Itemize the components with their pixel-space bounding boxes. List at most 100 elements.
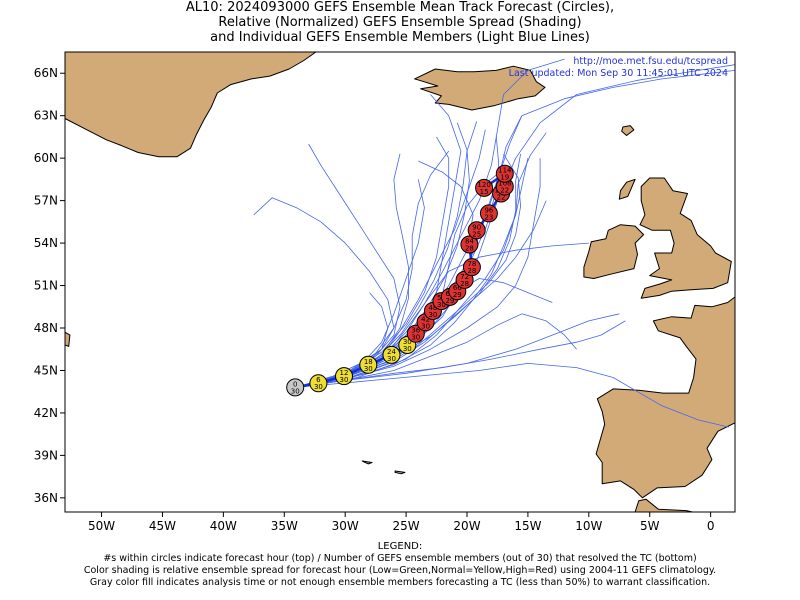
title-line-3: and Individual GEFS Ensemble Members (Li…: [210, 30, 590, 45]
forecast-circle: [475, 178, 494, 197]
forecast-circle: [335, 367, 353, 386]
axis-layer: 50W 45W 40W 35W 30W 25W 20W 15W 10W 5W 0 36N 39N 42N 4…: [34, 66, 715, 533]
forecast-hour-label: 108: [498, 180, 511, 188]
x-tick-label: 45W: [149, 519, 176, 533]
member-count-label: 29: [445, 297, 454, 305]
mean-track-point: 030: [286, 378, 305, 397]
y-tick-label: 51N: [34, 279, 58, 293]
forecast-hour-label: 48: [428, 304, 437, 312]
member-track-10: [295, 313, 620, 388]
legend-line-1: #s within circles indicate forecast hour…: [103, 553, 697, 564]
y-tick-label: 45N: [34, 363, 58, 377]
member-count-label: 30: [291, 387, 300, 395]
member-track-14: [295, 158, 541, 388]
forecast-hour-label: 120: [477, 181, 490, 189]
forecast-hour-label: 78: [467, 260, 476, 268]
forecast-circle: [286, 378, 305, 397]
forecast-hour-label: 0: [293, 380, 297, 388]
member-count-label: 29: [453, 291, 462, 299]
member-track-13: [295, 242, 589, 388]
land-greenland: [65, 52, 317, 158]
forecast-hour-label: 66: [453, 284, 462, 292]
mean-track-point: 630: [309, 374, 328, 393]
member-count-label: 28: [460, 280, 469, 288]
forecast-circle: [406, 324, 425, 343]
y-tick-label: 39N: [34, 448, 58, 462]
land-iberia_france: [595, 296, 735, 499]
forecast-hour-label: 6: [316, 376, 321, 384]
forecast-circle: [359, 355, 378, 374]
member-count-label: 15: [480, 188, 489, 196]
forecast-circle: [467, 221, 486, 240]
y-tick-label: 60N: [34, 151, 58, 165]
forecast-circle: [382, 345, 401, 364]
x-tick-label: 30W: [332, 519, 359, 533]
member-count-label: 30: [421, 322, 430, 330]
member-count-label: 28: [465, 245, 474, 253]
title-line-2: Relative (Normalized) GEFS Ensemble Spre…: [218, 15, 582, 30]
legend-line-3: Gray color fill indicates analysis time …: [89, 577, 711, 588]
y-tick-label: 63N: [34, 109, 58, 123]
forecast-hour-label: 24: [387, 348, 396, 356]
member-count-label: 23: [484, 213, 493, 221]
land-great_britain: [639, 177, 732, 299]
member-count-label: 30: [403, 345, 412, 353]
y-tick-label: 42N: [34, 406, 58, 420]
forecast-circle: [479, 204, 498, 223]
forecast-hour-label: 96: [484, 206, 493, 214]
member-count-label: 30: [411, 334, 420, 342]
x-tick-label: 35W: [271, 519, 298, 533]
x-tick-label: 25W: [393, 519, 420, 533]
x-tick-label: 15W: [514, 519, 541, 533]
forecast-hour-label: 30: [403, 338, 412, 346]
legend-block: LEGEND: #s within circles indicate forec…: [0, 541, 800, 589]
forecast-circle: [309, 374, 328, 393]
forecast-hour-label: 84: [465, 238, 474, 246]
plot-frame: [64, 51, 736, 513]
mean-track: 0306301230183024303030363042304830543060…: [286, 164, 514, 397]
member-count-label: 30: [314, 383, 323, 391]
land-africa: [634, 498, 693, 512]
x-tick-label: 5W: [640, 519, 660, 533]
land-iceland: [414, 65, 546, 111]
forecast-circle: [462, 258, 481, 277]
land-azores_2: [361, 460, 373, 465]
forecast-hour-label: 18: [364, 358, 373, 366]
member-count-label: 19: [500, 174, 509, 182]
member-count-label: 28: [467, 267, 476, 275]
member-count-label: 22: [500, 187, 509, 195]
credit-updated: Last updated: Mon Sep 30 11:45:01 UTC 20…: [509, 68, 728, 79]
x-tick-label: 20W: [453, 519, 480, 533]
x-tick-label: 50W: [88, 519, 115, 533]
forecast-hour-label: 90: [472, 223, 481, 231]
forecast-circle: [495, 164, 514, 183]
member-count-label: 30: [387, 355, 396, 363]
member-track-8: [295, 320, 626, 388]
forecast-hour-label: 12: [340, 369, 349, 377]
member-track-28: [295, 153, 521, 388]
member-count-label: 30: [428, 311, 437, 319]
land-hebrides: [618, 178, 636, 200]
credit-url: http://moe.met.fsu.edu/tcspread: [573, 56, 728, 67]
member-count-label: 30: [364, 365, 373, 373]
land-azores_1: [394, 470, 406, 475]
legend-line-2: Color shading is relative ensemble sprea…: [83, 565, 717, 576]
member-count-label: 22: [497, 194, 506, 202]
member-count-label: 30: [437, 301, 446, 309]
x-tick-label: 0: [707, 519, 715, 533]
member-track-9: [295, 363, 729, 428]
title-block: AL10: 2024093000 GEFS Ensemble Mean Trac…: [0, 0, 800, 45]
y-tick-label: 48N: [34, 321, 58, 335]
forecast-hour-label: 36: [411, 327, 420, 335]
forecast-hour-label: 42: [421, 315, 430, 323]
forecast-hour-label: 114: [498, 167, 512, 175]
y-tick-label: 36N: [34, 491, 58, 505]
